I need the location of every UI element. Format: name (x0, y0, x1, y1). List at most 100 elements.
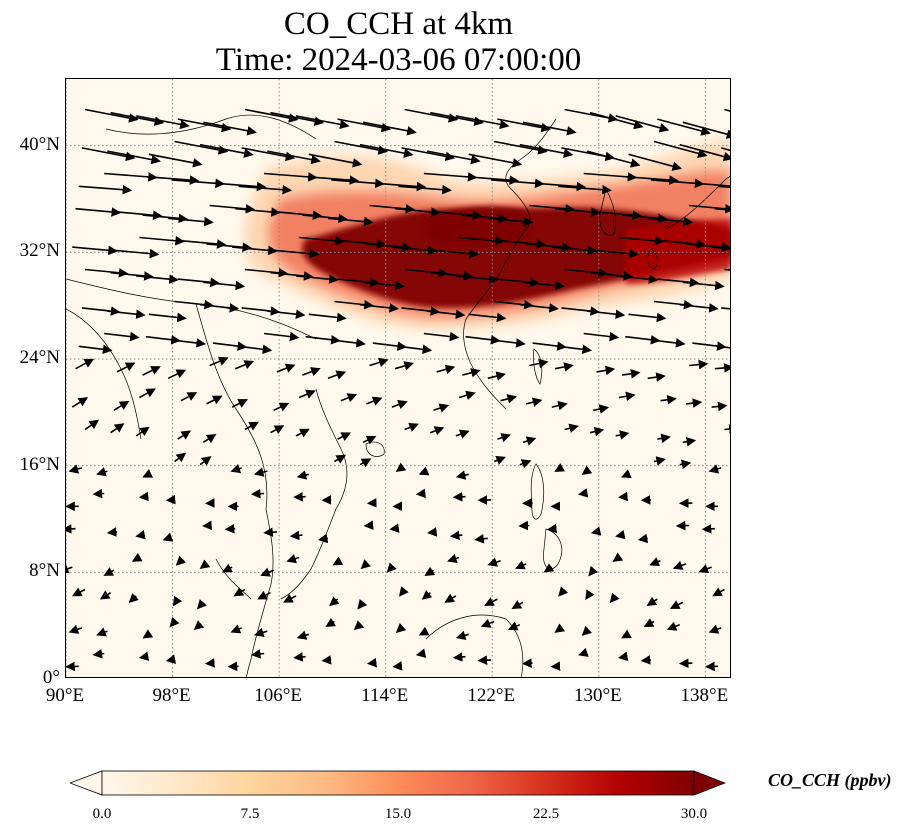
wind-arrow (415, 648, 427, 658)
wind-arrow (522, 121, 577, 136)
wind-arrow (298, 389, 316, 399)
wind-arrow (666, 621, 680, 631)
wind-arrow (427, 309, 466, 320)
wind-arrow (359, 303, 399, 313)
wind-arrow (430, 426, 445, 436)
wind-arrow (474, 534, 488, 544)
wind-arrow (257, 590, 271, 600)
wind-arrow (68, 624, 83, 634)
wind-arrow (447, 553, 460, 564)
wind-arrow (113, 400, 130, 411)
wind-arrow (366, 657, 378, 668)
wind-arrow (519, 143, 574, 158)
wind-arrow (84, 108, 139, 123)
wind-arrow (148, 153, 203, 168)
wind-arrow (209, 203, 256, 214)
wind-arrow (308, 153, 363, 168)
wind-arrow (203, 280, 246, 291)
wind-arrow (136, 115, 190, 130)
wind-arrow (433, 248, 480, 259)
wind-arrow (679, 143, 730, 162)
wind-arrow (391, 245, 438, 256)
wind-arrow (672, 560, 687, 570)
wind-arrow (717, 185, 730, 189)
wind-arrow (206, 395, 223, 405)
wind-arrow (369, 203, 416, 214)
wind-arrow (325, 617, 337, 628)
wind-arrow (452, 652, 466, 662)
wind-arrow (92, 488, 105, 499)
wind-arrow (337, 432, 352, 442)
wind-arrow (444, 593, 457, 603)
wind-arrow (650, 338, 686, 348)
wind-arrow (418, 466, 430, 476)
wind-arrow (682, 436, 697, 447)
wind-arrow (103, 567, 115, 576)
wind-arrow (522, 280, 565, 291)
wind-arrow (209, 356, 229, 367)
vietnam-coastline (280, 388, 348, 600)
wind-arrow (424, 566, 436, 576)
lon-tick-label: 130°E (573, 685, 622, 706)
wind-arrow (679, 303, 719, 313)
wind-arrow (295, 274, 339, 284)
wind-arrow (75, 358, 95, 370)
wind-arrow (554, 207, 601, 217)
wind-arrow (289, 530, 303, 541)
wind-arrow (653, 456, 666, 466)
wind-arrow (357, 598, 368, 610)
wind-arrow (253, 627, 268, 637)
wind-arrow (497, 433, 511, 443)
wind-arrow (359, 143, 414, 158)
wind-arrow (366, 242, 412, 252)
wind-arrow (423, 331, 460, 342)
wind-arrow (465, 175, 520, 185)
wind-arrow (581, 625, 593, 636)
wind-arrow (519, 303, 559, 313)
wind-arrow (609, 592, 620, 604)
wind-arrow (110, 423, 125, 434)
chart-subtitle-time: Time: 2024-03-06 07:00:00 (215, 42, 582, 78)
wind-arrow (500, 394, 518, 404)
wind-arrow (689, 203, 730, 214)
wind-arrow (436, 210, 483, 220)
wind-arrow (657, 118, 711, 136)
wind-arrow (622, 213, 668, 224)
wind-arrow (532, 181, 587, 192)
wind-arrow (92, 649, 105, 659)
wind-arrow (232, 245, 278, 256)
wind-arrow (360, 559, 371, 570)
wind-arrow (199, 559, 211, 570)
wind-arrow (212, 181, 267, 192)
wind-arrow (500, 239, 547, 249)
wind-arrow (142, 213, 189, 224)
wind-arrow (168, 216, 214, 227)
wind-arrow (142, 469, 154, 478)
wind-arrow (433, 403, 450, 413)
wind-arrow (235, 207, 281, 217)
plume-core (302, 207, 730, 308)
wind-arrow (708, 624, 722, 634)
wind-arrow (685, 242, 730, 252)
wind-arrow (593, 248, 639, 259)
japan-kyushu (647, 248, 658, 270)
wind-arrow (162, 532, 174, 542)
wind-arrow (305, 175, 360, 185)
wind-arrow (270, 425, 285, 435)
wind-arrow (547, 523, 558, 534)
inland-border-1 (66, 278, 317, 340)
wind-arrow (685, 398, 703, 408)
taiwan-island (533, 348, 543, 385)
wind-arrow (564, 423, 579, 433)
wind-arrow (621, 629, 632, 639)
wind-arrow (519, 459, 532, 469)
wind-arrow (363, 280, 405, 291)
wind-arrow (174, 452, 187, 463)
wind-arrow (554, 362, 574, 372)
wind-arrow (99, 590, 112, 600)
wind-arrow (203, 121, 257, 136)
wind-arrow (593, 404, 610, 414)
wind-arrow (172, 595, 183, 607)
wind-arrow (487, 557, 501, 567)
map-canvas (66, 79, 730, 677)
